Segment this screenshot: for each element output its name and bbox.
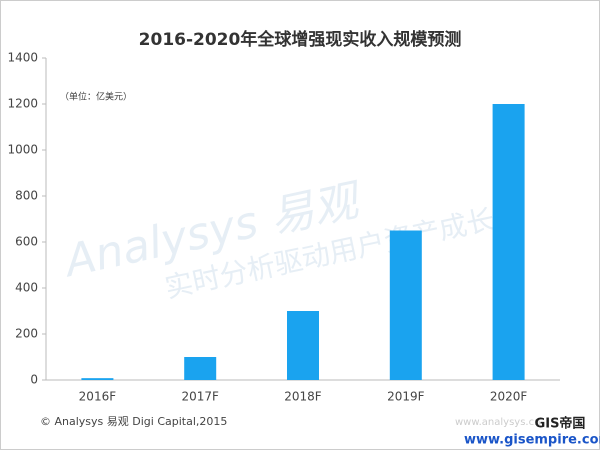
- bar: [492, 104, 525, 380]
- y-tick-label: 400: [15, 281, 38, 295]
- y-tick-label: 1000: [7, 143, 38, 157]
- bar: [81, 378, 114, 380]
- y-tick-label: 200: [15, 327, 38, 341]
- x-tick-label: 2019F: [387, 390, 425, 404]
- bar: [287, 311, 319, 380]
- x-tick-label: 2018F: [284, 390, 322, 404]
- y-tick-label: 600: [15, 235, 38, 249]
- logo-url: www.gisempire.com: [464, 433, 600, 448]
- y-tick-label: 1200: [7, 97, 38, 111]
- site-note: www.analysys.cn: [455, 417, 540, 428]
- source: © Analysys 易观 Digi Capital,2015: [40, 415, 227, 428]
- x-tick-label: 2016F: [79, 390, 117, 404]
- x-tick-label: 2017F: [181, 390, 219, 404]
- bar: [184, 357, 217, 380]
- y-tick-label: 800: [15, 189, 38, 203]
- logo: GIS帝国: [535, 416, 586, 432]
- y-tick-label: 0: [30, 373, 38, 387]
- x-tick-label: 2020F: [490, 390, 528, 404]
- unit-note: （单位：亿美元）: [60, 91, 132, 103]
- bar: [389, 230, 422, 380]
- y-tick-label: 1400: [7, 51, 38, 65]
- chart-title: 2016-2020年全球增强现实收入规模预测: [139, 29, 462, 50]
